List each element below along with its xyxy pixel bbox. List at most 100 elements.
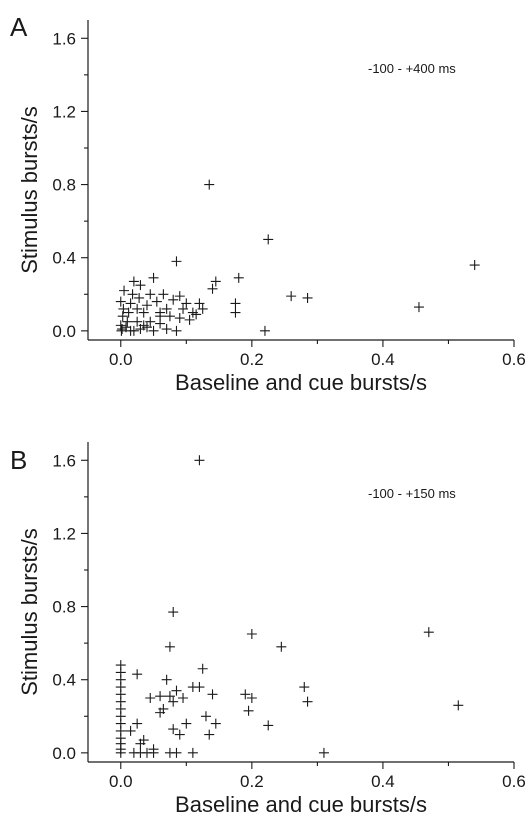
data-points [115,179,480,336]
data-point [115,660,126,671]
data-point [191,309,202,320]
data-point [210,276,221,287]
data-point [187,682,198,693]
data-point [168,607,179,618]
y-tick-label: 0.8 [52,176,76,195]
y-tick-label: 0.0 [52,744,76,763]
data-point [125,725,136,736]
data-point [178,303,189,314]
data-point [135,738,146,749]
data-point [197,303,208,314]
data-point [200,711,211,722]
data-point [230,307,241,318]
data-point [132,669,143,680]
data-point [118,303,129,314]
data-point [161,324,172,335]
y-tick-label: 0.4 [52,671,76,690]
data-point [171,325,182,336]
data-point [204,179,215,190]
data-point [134,292,145,303]
data-point [207,283,218,294]
y-tick-label: 1.2 [52,524,76,543]
data-point [132,718,143,729]
data-point [135,280,146,291]
data-point [259,325,270,336]
x-tick-label: 0.6 [502,772,526,791]
data-point [230,298,241,309]
data-point [164,747,175,758]
data-point [197,663,208,674]
x-axis-title: Baseline and cue bursts/s [175,792,427,817]
data-point [127,289,138,300]
y-axis-title: Stimulus bursts/s [17,528,42,696]
data-point [174,313,185,324]
panel-label: B [10,445,27,475]
x-tick-label: 0.2 [240,772,264,791]
data-point [453,700,464,711]
axes: 0.0 0.2 0.4 0.6 0.0 0.4 0.8 1.2 1.6 [52,20,526,369]
data-point [132,303,143,314]
data-point [148,744,159,755]
data-point [125,325,136,336]
data-point [155,707,166,718]
data-point [184,314,195,325]
x-tick-label: 0.2 [240,350,264,369]
data-point [263,234,274,245]
y-tick-label: 1.6 [52,29,76,48]
data-point [233,272,244,283]
x-tick-label: 0.0 [109,350,133,369]
data-point [194,298,205,309]
data-point [168,724,179,735]
data-points [115,455,464,758]
data-point [158,289,169,300]
data-point [181,298,192,309]
data-point [138,307,149,318]
data-point [123,307,134,318]
y-axis-title: Stimulus bursts/s [17,106,42,274]
data-point [115,296,126,307]
time-window-annotation: -100 - +400 ms [368,61,456,76]
data-point [138,320,149,331]
x-tick-label: 0.4 [371,350,395,369]
data-point [145,316,156,327]
y-tick-label: 0.8 [52,598,76,617]
x-tick-label: 0.0 [109,772,133,791]
data-point [155,691,166,702]
data-point [204,729,215,740]
chart-panel-a: A -100 - +400 ms 0.0 0.2 0.4 0.6 0.0 0.4 0.8 1.… [10,12,526,395]
data-point [145,693,156,703]
data-point [276,641,287,652]
data-point [148,325,159,336]
data-point [286,291,297,302]
data-point [171,685,182,696]
data-point [148,272,159,283]
data-point [122,316,133,327]
data-point [210,718,221,729]
data-point [164,691,175,702]
data-point [115,320,126,331]
data-point [423,627,434,638]
x-axis-title: Baseline and cue bursts/s [175,370,427,395]
data-point [164,311,175,322]
data-point [181,718,192,729]
data-point [164,641,175,652]
y-tick-label: 1.2 [52,102,76,121]
time-window-annotation: -100 - +150 ms [368,486,456,501]
data-point [168,696,179,707]
data-point [125,298,136,309]
data-point [178,693,189,703]
data-point [302,696,313,707]
data-point [155,307,166,318]
data-point [161,303,172,314]
x-tick-label: 0.6 [502,350,526,369]
data-point [135,747,146,758]
data-point [194,455,205,466]
data-point [263,720,274,731]
chart-panel-b: B -100 - +150 ms 0.0 0.2 0.4 0.6 0.0 0.4 0.8 1.… [10,442,526,817]
data-point [174,291,185,302]
data-point [246,629,257,639]
y-tick-label: 0.0 [52,322,76,341]
y-tick-label: 0.4 [52,249,76,268]
data-point [132,316,143,327]
